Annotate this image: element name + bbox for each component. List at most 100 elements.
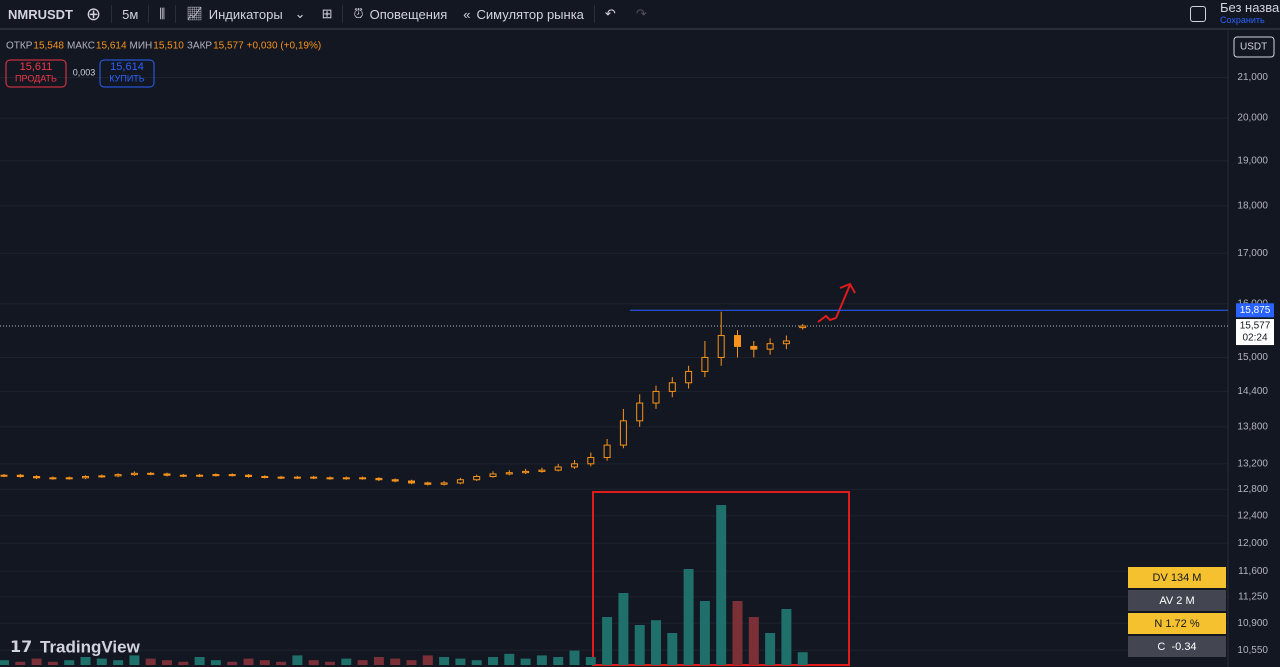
volume-bar: [504, 653, 515, 665]
indicators-icon[interactable]: 📈︎: [186, 6, 203, 21]
buy-price[interactable]: 15,614: [110, 61, 144, 73]
buy-button[interactable]: [99, 59, 155, 88]
arrow-head: [839, 282, 856, 294]
replay-icon[interactable]: «: [463, 6, 471, 22]
volume-bar: [162, 660, 172, 665]
volume-bar: [243, 658, 254, 665]
chart: ОТКР 15,548 МАКС 15,614 МИН 15,510 ЗАКР 15,577 +…: [0, 30, 1275, 667]
candle-body: [33, 476, 41, 479]
y-tick-label: 19,000: [1237, 155, 1268, 166]
volume-bar: [357, 660, 368, 665]
logo-text: TradingView: [40, 637, 141, 656]
separator: [111, 5, 113, 23]
volume-bar: [227, 661, 238, 665]
y-tick-label: 21,000: [1237, 72, 1268, 83]
layout-icon[interactable]: [1190, 6, 1206, 22]
candle-body: [212, 474, 220, 477]
sell-price[interactable]: 15,611: [20, 61, 53, 73]
symbol-search[interactable]: NMRUSDT: [8, 6, 73, 22]
candle-body: [326, 477, 334, 480]
indicator-value: N 1.72 %: [1154, 618, 1199, 630]
volume-bar: [651, 620, 661, 665]
currency[interactable]: USDT: [1240, 42, 1267, 53]
y-tick-label: 11,250: [1238, 591, 1268, 602]
redo: ↷: [635, 6, 647, 21]
candle-body: [163, 473, 171, 476]
volume-bar: [667, 633, 678, 665]
layout[interactable]: Без названия Сохранить: [1220, 2, 1280, 26]
candle-body: [65, 477, 73, 480]
level-tag: [1236, 303, 1274, 318]
alerts[interactable]: Оповещения: [369, 6, 448, 22]
volume-bar: [439, 657, 450, 665]
chart-type[interactable]: ⫼: [159, 6, 166, 21]
alerts-icon[interactable]: ⏰︎: [353, 6, 364, 21]
y-tick-label: 20,000: [1237, 113, 1268, 124]
candle-body: [196, 474, 204, 477]
volume-bar: [259, 660, 270, 665]
replay[interactable]: Симулятор рынка: [476, 6, 584, 22]
y-tick-label: 12,400: [1237, 510, 1268, 521]
candle-body: [489, 473, 497, 478]
y-tick-label: 13,800: [1237, 421, 1268, 432]
indicator-row: [1128, 567, 1226, 588]
separator: [593, 5, 595, 23]
ohlc-legend: ОТКР 15,548 МАКС 15,614 МИН 15,510 ЗАКР 15,577 +…: [6, 41, 321, 52]
volume-bar: [406, 660, 417, 665]
volume-bar: [748, 617, 759, 665]
legend-label: МАКС: [67, 41, 95, 52]
layout-name[interactable]: Без названия: [1220, 2, 1280, 15]
candle-body: [0, 474, 8, 477]
volume-bar: [194, 657, 205, 665]
volume-bar: [455, 658, 466, 665]
last-price-label: 15,577: [1240, 321, 1271, 332]
separator: [342, 5, 344, 23]
y-tick-label: 12,000: [1237, 538, 1268, 549]
volume-bar: [618, 593, 629, 665]
indicator-row: [1128, 590, 1226, 611]
indicators-menu[interactable]: ⌄: [294, 6, 306, 21]
candle-body: [147, 472, 155, 475]
add-symbol[interactable]: ⊕: [86, 3, 102, 24]
legend-value: 15,577: [213, 41, 244, 52]
candle-body: [16, 474, 24, 478]
interval[interactable]: 5м: [122, 6, 139, 22]
volume-bar: [569, 650, 580, 665]
save[interactable]: Сохранить: [1220, 15, 1265, 25]
volume-bar: [553, 657, 564, 665]
candle-body: [734, 335, 741, 347]
y-tick-label: 12,800: [1237, 484, 1268, 495]
buy-label[interactable]: КУПИТЬ: [109, 73, 144, 83]
volume-bar: [292, 655, 303, 665]
y-tick-label: 15,000: [1237, 352, 1268, 363]
candle-body: [587, 457, 595, 465]
sell-button[interactable]: [5, 59, 67, 88]
volume-bar: [210, 660, 221, 665]
undo[interactable]: ↶: [604, 6, 616, 21]
volume-bar: [585, 657, 596, 665]
candle-body: [538, 469, 546, 472]
volume-bar: [178, 661, 189, 665]
candle-body: [668, 382, 676, 392]
candle-body: [685, 370, 693, 384]
sell-label[interactable]: ПРОДАТЬ: [15, 73, 57, 83]
indicator-value: DV 134 M: [1153, 572, 1202, 584]
countdown: 02:24: [1242, 333, 1267, 344]
indicators[interactable]: Индикаторы: [208, 6, 283, 22]
volume-bar: [699, 601, 710, 665]
indicator-value: AV 2 M: [1159, 595, 1194, 607]
candle-body: [114, 474, 122, 477]
candle-body: [750, 345, 758, 350]
templates[interactable]: ⊞: [321, 6, 333, 21]
arrow: [817, 284, 851, 323]
candle-body: [82, 476, 89, 479]
y-tick-label: 17,000: [1237, 248, 1268, 259]
candle-body: [277, 476, 285, 479]
logo: 𝟭𝟳 TradingView: [10, 637, 141, 656]
candle-body: [652, 390, 660, 404]
candle-body: [603, 444, 611, 459]
volume-bar: [373, 657, 384, 665]
currency-button[interactable]: [1233, 36, 1275, 58]
candle-body: [228, 474, 236, 477]
